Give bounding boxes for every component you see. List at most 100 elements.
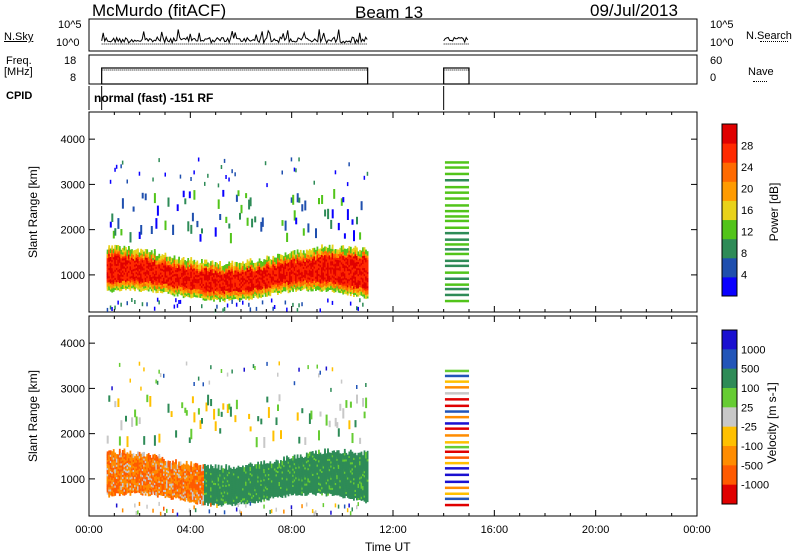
heat-cell [140,225,143,235]
heat-cell [348,246,351,251]
heat-cell [264,161,267,166]
heat-cell [176,303,179,308]
heat-cell [318,198,320,205]
heat-cell [199,464,202,470]
heat-cell [201,228,203,234]
heat-cell [146,249,149,254]
heat-cell [173,255,176,260]
heat-cell [172,460,174,466]
heat-cell [193,170,195,175]
heat-cell [284,220,287,231]
heat-cell [120,452,123,458]
heat-cell [153,249,156,254]
heat-cell [159,373,162,378]
heat-cell [208,468,211,473]
heat-cell [153,453,156,459]
heat-cell [141,302,144,307]
heat-cell [313,247,316,253]
heat-cell [134,409,137,418]
heat-cell [293,167,296,172]
heat-cell [144,193,147,201]
heat-cell [135,416,138,426]
heat-cell [302,228,305,236]
heat-cell [225,216,228,223]
heat-cell [181,402,184,409]
heat-cell [179,299,182,304]
heat-cell [444,179,470,182]
heat-cell [152,253,155,258]
heat-cell [360,201,363,211]
heat-cell [249,258,252,263]
heat-cell [210,399,213,407]
heat-cell [308,248,311,254]
heat-cell [353,230,355,242]
heat-cell [163,506,165,511]
heat-cell [125,415,127,422]
heat-cell [266,255,269,261]
heat-cell [196,260,199,265]
heat-cell [305,249,308,255]
heat-cell [310,250,313,255]
heat-cell [444,185,470,189]
heat-cell [343,248,346,254]
heat-cell [193,463,196,468]
heat-cell [290,157,293,162]
heat-cell [270,259,273,265]
heat-cell [115,454,118,459]
heat-cell [143,436,146,445]
heat-cell [140,386,142,391]
heat-cell [194,262,197,267]
heat-cell [121,160,124,165]
heat-cell [208,509,211,514]
heat-cell [158,501,160,506]
heat-cell [185,361,188,366]
heat-cell [239,298,241,302]
heat-cell [199,262,202,268]
heat-cell [158,300,160,305]
heat-cell [121,508,124,513]
heat-cell [109,248,112,253]
heat-cell [167,197,170,207]
heat-cell [188,465,191,470]
heat-cell [111,386,113,391]
heat-cell [210,502,212,507]
heat-cell [220,369,223,373]
heat-cell [319,248,322,253]
heat-cell [226,404,229,414]
heat-cell [444,299,470,303]
heat-cell [153,435,156,446]
heat-cell [240,263,243,268]
heat-cell [342,197,345,203]
heat-cell [261,261,264,267]
heat-cell [188,508,191,513]
heat-cell [112,248,115,254]
heat-cell [109,179,112,184]
heat-cell [123,448,126,453]
heat-cell [143,451,145,457]
heat-cell [444,215,470,218]
heat-cell [225,464,228,469]
heat-cell [202,263,205,268]
heat-cell [251,218,254,228]
heat-cell [140,248,142,254]
nsearch-dotted-line [760,41,788,42]
heat-cell [235,302,238,307]
nsky-right-tick-top: 10^5 [710,19,734,31]
heat-cell [187,221,190,232]
heat-cell [138,252,141,257]
heat-cell [193,190,196,200]
heat-cell [190,177,192,181]
heat-cell [327,208,330,220]
heat-cell [131,453,133,459]
heat-cell [191,212,194,222]
heat-cell [289,253,291,258]
heat-cell [120,420,123,431]
heat-cell [275,257,278,263]
heat-cell [179,174,182,179]
heat-cell [184,260,187,265]
heat-cell [229,406,232,417]
heat-cell [359,232,362,240]
heat-cell [222,468,225,473]
heat-cell [190,257,193,262]
heat-cell [153,193,156,204]
